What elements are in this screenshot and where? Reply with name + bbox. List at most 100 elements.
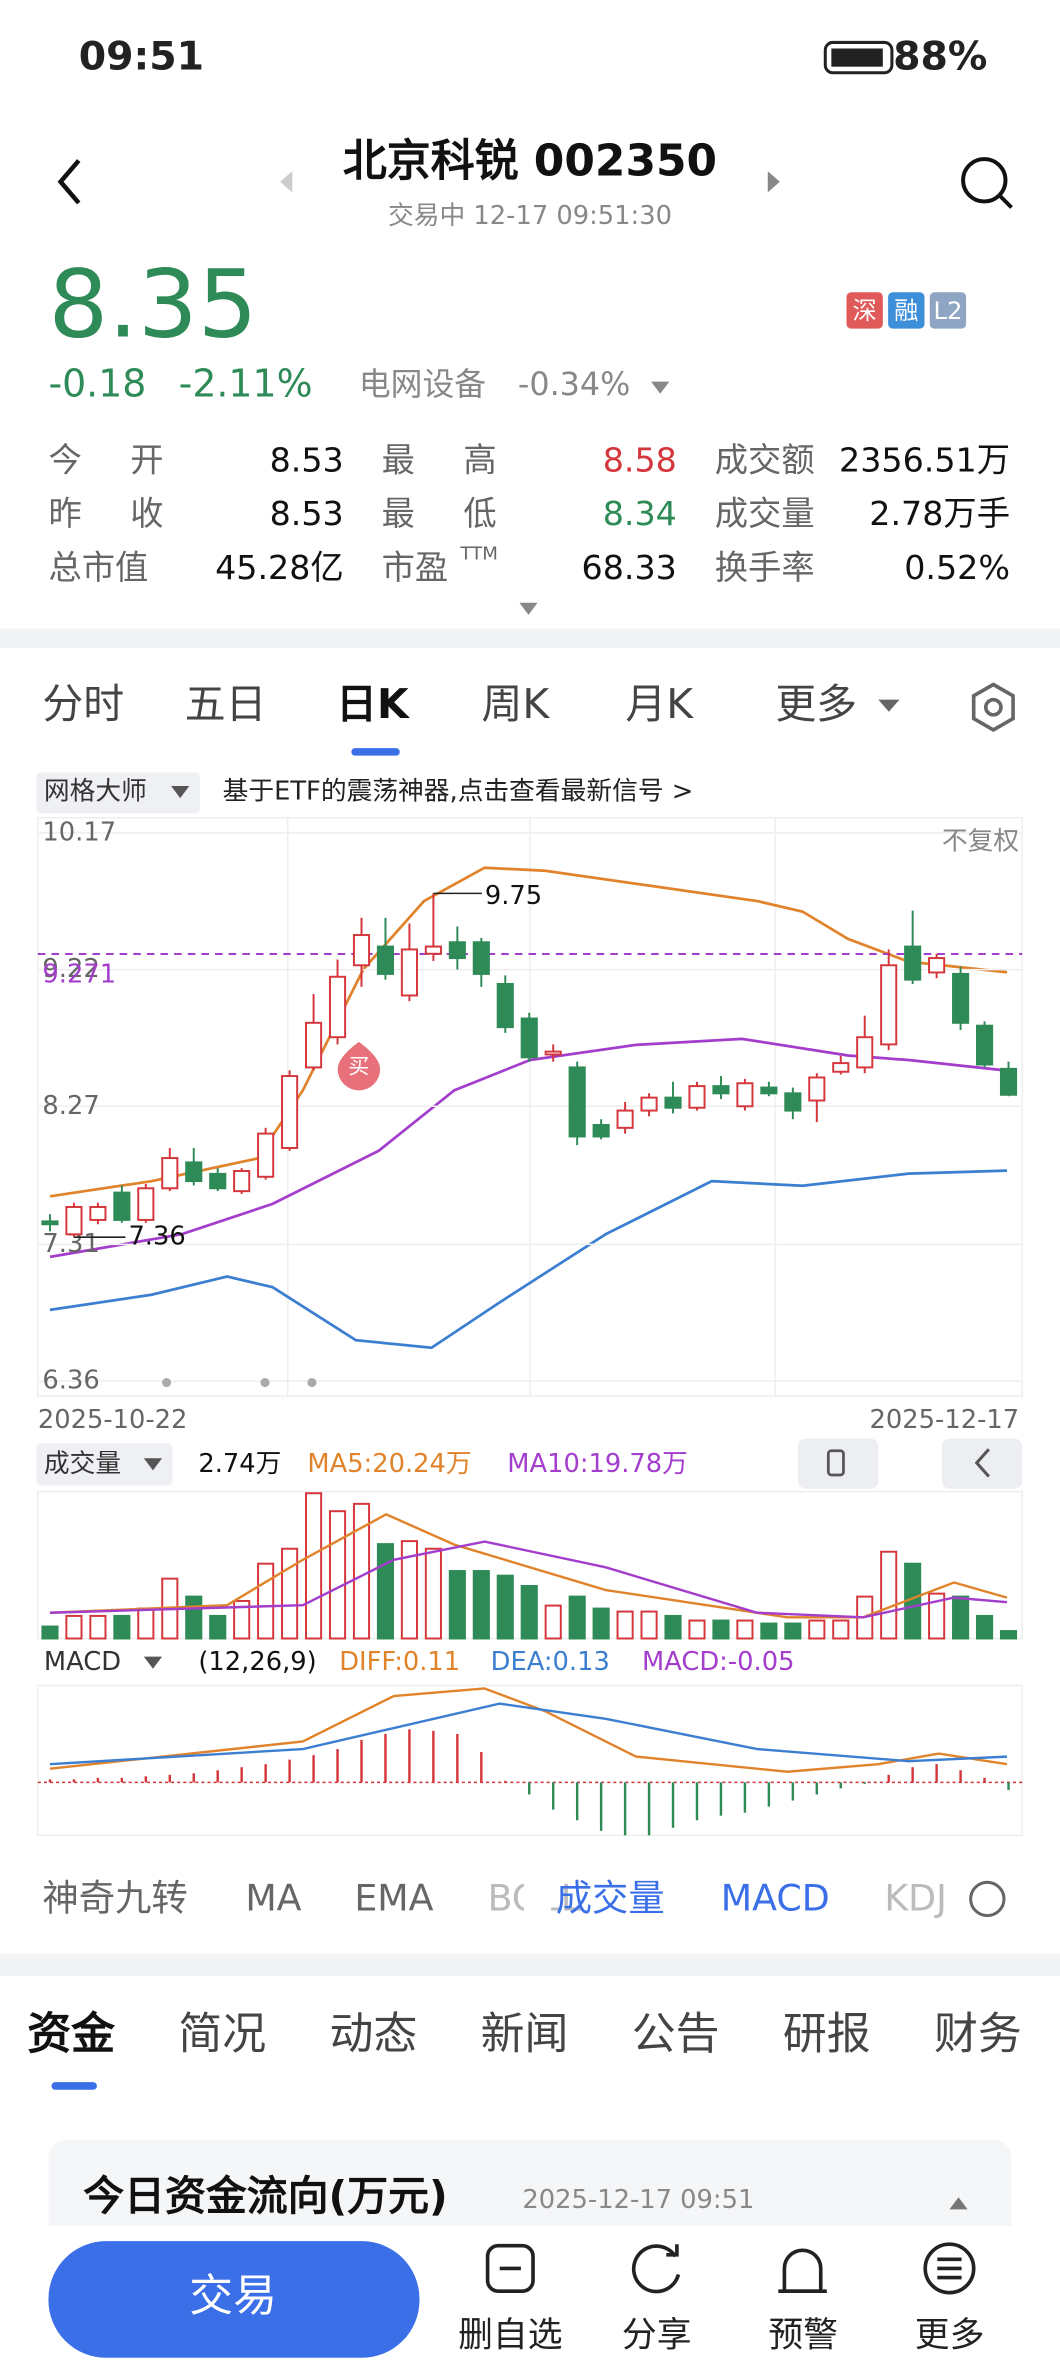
volume-bar — [616, 1610, 634, 1640]
y-tick-label: 9.22 — [42, 954, 99, 984]
volume-bar — [113, 1614, 131, 1640]
settings-button[interactable] — [971, 682, 1015, 733]
back-button[interactable] — [57, 159, 81, 205]
candle-body — [736, 1082, 754, 1108]
candle-body — [424, 945, 442, 955]
candle-body — [496, 982, 514, 1029]
candle-body — [952, 972, 970, 1024]
section-tab[interactable]: 研报 — [783, 2009, 871, 2060]
stat-value: 8.58 — [603, 440, 677, 479]
section-tab[interactable]: 动态 — [330, 2009, 418, 2060]
next-stock[interactable] — [767, 171, 780, 193]
candle-body — [640, 1096, 658, 1112]
macd-params: (12,26,9) — [198, 1647, 316, 1677]
volume-bar — [89, 1614, 107, 1640]
section-tab[interactable]: 财务 — [934, 2009, 1022, 2060]
period-tab[interactable]: 分时 — [42, 680, 124, 728]
event-dot — [162, 1378, 172, 1388]
macd-tag[interactable] — [36, 1643, 173, 1684]
candle-body — [209, 1172, 227, 1190]
tab-underline — [351, 748, 400, 756]
expand-arrow[interactable] — [519, 602, 538, 615]
action-label[interactable]: 删自选 — [458, 2316, 562, 2356]
badge — [846, 292, 883, 329]
event-dot — [260, 1378, 270, 1388]
period-tab[interactable]: 更多 — [775, 680, 857, 728]
volume-bar — [640, 1610, 658, 1640]
indicator-tab[interactable]: 神奇九转 — [42, 1876, 187, 1919]
volume-bar — [520, 1585, 538, 1640]
sector: 电网设备 — [359, 366, 486, 403]
adjust-label: 不复权 — [942, 826, 1019, 856]
banner-text[interactable]: 基于ETF的震荡神器,点击查看最新信号 > — [223, 777, 694, 807]
action-label[interactable]: 预警 — [768, 2316, 838, 2356]
stat-value: 8.53 — [270, 494, 344, 533]
candle-body — [808, 1076, 826, 1102]
volume-bar — [257, 1562, 275, 1640]
volume-tag[interactable] — [36, 1443, 173, 1486]
volume-bar — [376, 1543, 395, 1640]
candle-body — [472, 941, 490, 975]
indicator-tab[interactable]: KDJ — [884, 1876, 947, 1919]
collapse-button[interactable] — [941, 1438, 1023, 1489]
trade-label: 交易 — [189, 2271, 277, 2322]
stat-label: 成交量 — [715, 494, 815, 533]
volume-bar — [975, 1614, 994, 1640]
section-tab[interactable]: 简况 — [178, 2009, 266, 2060]
stat-label: 市盈 — [382, 548, 449, 587]
section-tab[interactable]: 公告 — [632, 2009, 720, 2060]
candle-body — [712, 1085, 730, 1095]
candle-body — [161, 1157, 179, 1190]
price: 8.35 — [48, 250, 257, 359]
candle-body — [784, 1092, 802, 1112]
macd-value: MACD:-0.05 — [642, 1647, 794, 1677]
volume-bar — [281, 1547, 299, 1640]
period-tab[interactable]: 五日 — [185, 680, 267, 728]
volume-bar — [185, 1595, 203, 1640]
rotate-button[interactable] — [798, 1438, 879, 1489]
action-icons — [485, 2242, 976, 2295]
banner-tag[interactable] — [36, 772, 200, 814]
stat-value: 2356.51万 — [839, 440, 1010, 479]
indicator-settings[interactable] — [969, 1880, 1006, 1918]
search-handle — [998, 193, 1013, 209]
macd-tag-arrow — [143, 1656, 163, 1669]
card-collapse[interactable] — [949, 2197, 968, 2210]
period-tab[interactable]: 周K — [482, 680, 551, 728]
candle-body — [137, 1187, 155, 1221]
separator — [0, 1953, 1060, 1977]
change: -0.18 — [48, 362, 146, 406]
indicator-tab[interactable]: MA — [245, 1876, 301, 1919]
section-tab[interactable]: 资金 — [27, 2009, 115, 2060]
prev-stock[interactable] — [280, 171, 293, 193]
ma-label: 9.271 — [42, 960, 116, 990]
period-tab[interactable]: 日K — [336, 680, 410, 728]
volume-current: 2.74万 — [198, 1449, 281, 1479]
action-label[interactable]: 分享 — [622, 2316, 692, 2356]
search-button[interactable] — [961, 157, 1008, 204]
badge-text: 深 — [853, 297, 877, 325]
period-tab[interactable]: 月K — [625, 680, 694, 728]
volume-bar — [832, 1619, 850, 1640]
action-label[interactable]: 更多 — [915, 2316, 985, 2356]
rotate-icon — [826, 1449, 845, 1477]
volume-bar — [736, 1619, 754, 1640]
candle-body — [616, 1109, 634, 1129]
trade-button[interactable] — [48, 2241, 420, 2358]
stat-label: 今 开 — [48, 440, 163, 479]
indicator-tab[interactable]: 成交量 — [556, 1876, 665, 1919]
candle-body — [664, 1096, 682, 1109]
stat-value: 8.34 — [603, 494, 677, 533]
battery-level: 88% — [893, 34, 987, 80]
section-tab[interactable]: 新闻 — [481, 2009, 569, 2060]
volume-ma10: MA10:19.78万 — [507, 1449, 688, 1479]
ma-line-lower — [49, 1169, 1008, 1350]
card-title: 今日资金流向(万元) — [83, 2172, 447, 2220]
candle-body — [760, 1086, 778, 1095]
ma-line-mid — [49, 1037, 1008, 1259]
candle-body — [400, 948, 418, 997]
indicator-tab[interactable]: MACD — [721, 1876, 830, 1919]
collapse-icon — [974, 1448, 990, 1478]
indicator-tab[interactable]: EMA — [354, 1876, 433, 1919]
